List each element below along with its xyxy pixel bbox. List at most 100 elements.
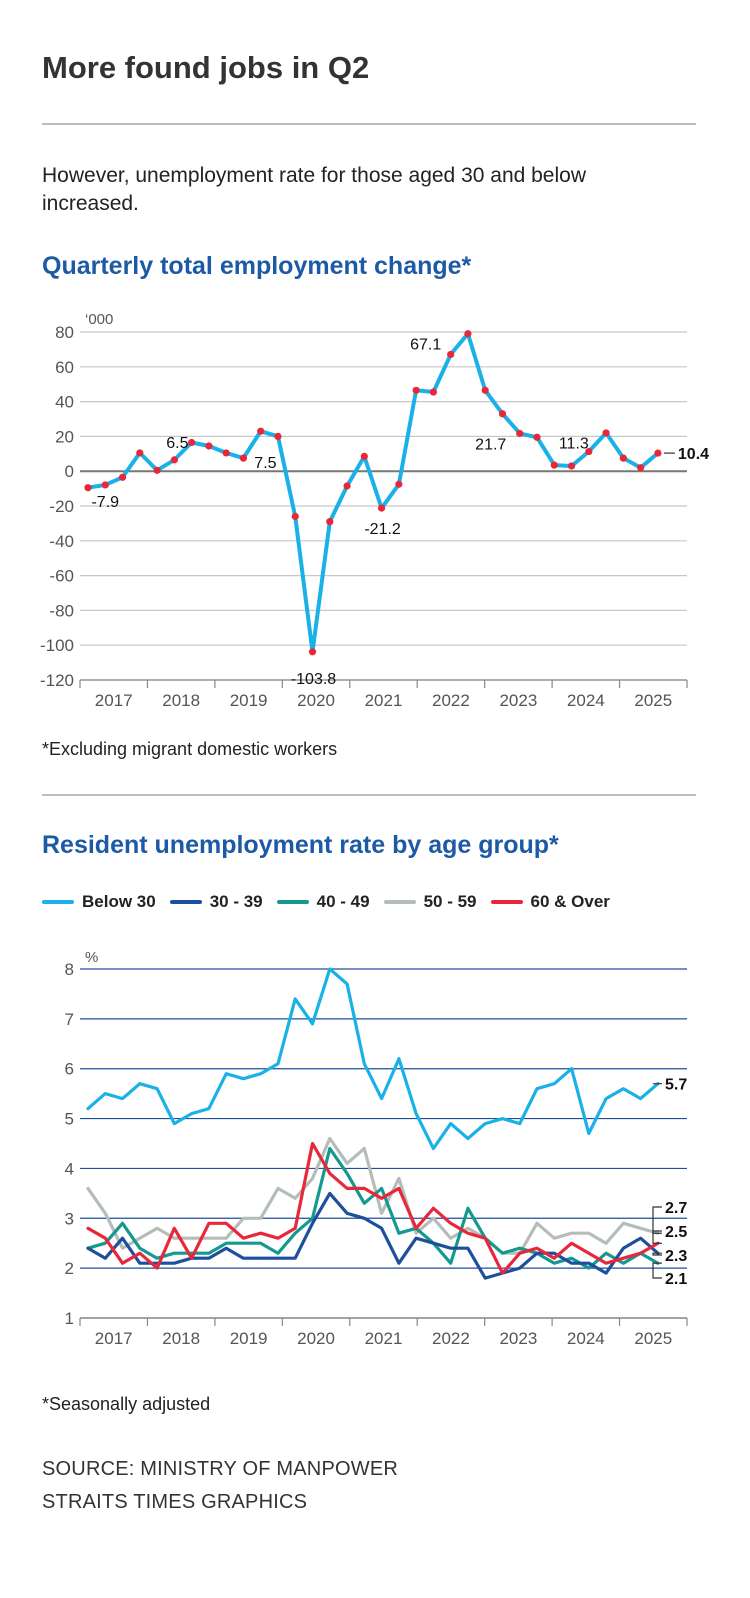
end-label: 2.5 <box>665 1224 687 1241</box>
data-point <box>533 433 541 441</box>
x-tick-label: 2022 <box>432 1329 470 1348</box>
data-point <box>412 386 420 394</box>
legend-swatch <box>276 900 309 904</box>
data-point <box>188 438 196 447</box>
legend-swatch <box>42 900 74 904</box>
end-label-leader <box>652 1262 662 1279</box>
data-point <box>326 518 334 526</box>
y-tick-label: 40 <box>55 393 74 412</box>
legend-item-50-59: 50 - 59 <box>383 892 477 912</box>
end-label: 2.7 <box>665 1200 687 1217</box>
data-label: 10.4 <box>678 446 709 463</box>
data-point <box>257 427 265 435</box>
data-point <box>619 454 627 462</box>
y-tick-label: 7 <box>65 1010 74 1029</box>
data-point <box>239 454 248 462</box>
section-divider <box>42 794 696 796</box>
legend-item-40-49: 40 - 49 <box>276 892 370 912</box>
40-49-line <box>86 1146 660 1270</box>
employment-chart-note: *Excluding migrant domestic workers <box>42 739 338 759</box>
legend-label: Below 30 <box>82 892 156 911</box>
y-tick-label: 1 <box>65 1309 74 1328</box>
data-point <box>308 648 317 656</box>
x-tick-label: 2019 <box>230 691 268 710</box>
y-tick-label: 3 <box>65 1209 74 1228</box>
x-tick-label: 2020 <box>297 691 335 710</box>
y-tick-label: -20 <box>49 497 74 516</box>
y-tick-label: 6 <box>65 1060 74 1079</box>
data-point <box>395 480 403 488</box>
data-label: 6.5 <box>166 435 188 452</box>
x-tick-label: 2020 <box>297 1329 335 1348</box>
legend-item-60-over: 60 & Over <box>490 892 610 912</box>
legend-item-30-39: 30 - 39 <box>169 892 263 912</box>
x-tick-label: 2023 <box>499 691 537 710</box>
employment-chart-title: Quarterly total employment change* <box>42 252 472 280</box>
end-label-leader <box>652 1230 662 1244</box>
data-point <box>637 464 645 472</box>
x-tick-label: 2018 <box>162 1329 200 1348</box>
y-tick-label: -40 <box>49 532 74 551</box>
subtitle: However, unemployment rate for those age… <box>42 164 587 215</box>
y-tick-label: 0 <box>65 462 74 481</box>
credit-line: STRAITS TIMES GRAPHICS <box>42 1491 308 1513</box>
x-tick-label: 2019 <box>230 1329 268 1348</box>
legend-swatch <box>490 900 523 904</box>
data-point <box>585 447 593 456</box>
y-tick-label: -100 <box>40 636 74 655</box>
data-point <box>153 466 161 474</box>
unemployment-chart-title: Resident unemployment rate by age group* <box>42 831 559 859</box>
y-tick-label: 80 <box>55 323 74 342</box>
x-tick-label: 2017 <box>95 1329 133 1348</box>
data-label: -7.9 <box>91 494 119 511</box>
x-tick-label: 2024 <box>567 691 605 710</box>
x-tick-label: 2025 <box>634 691 672 710</box>
x-tick-label: 2023 <box>499 1329 537 1348</box>
legend-swatch <box>169 900 202 904</box>
data-point <box>567 462 576 470</box>
data-point <box>447 350 455 359</box>
employment-change-line <box>86 331 660 654</box>
y-tick-label: -60 <box>49 567 74 586</box>
unemployment-chart: 8 7 6 5 4 3 2 1% 2017 2018 2019 2020 2021 2022 2023 202… <box>65 949 688 1348</box>
data-point <box>550 461 558 469</box>
50-59-line <box>86 1136 660 1255</box>
page-title: More found jobs in Q2 <box>42 50 370 85</box>
data-point <box>343 482 351 490</box>
y-tick-label: -120 <box>40 671 74 690</box>
data-label: 21.7 <box>475 436 506 453</box>
employment-chart: 80 60 40 20 0 -20 -40 -60 -80 -100 -120 ‘000 2017 201… <box>40 311 709 710</box>
end-label: 2.3 <box>665 1248 687 1265</box>
x-tick-label: 2018 <box>162 691 200 710</box>
end-label-leader <box>652 1252 662 1256</box>
data-label: 67.1 <box>410 336 441 353</box>
data-label: 11.3 <box>559 436 589 453</box>
data-point <box>498 410 507 418</box>
data-point <box>516 429 524 438</box>
end-label: 5.7 <box>665 1077 687 1094</box>
data-point <box>222 449 230 457</box>
y-tick-label: 8 <box>65 960 74 979</box>
x-tick-label: 2022 <box>432 691 470 710</box>
y-tick-label: 5 <box>65 1110 74 1129</box>
data-point <box>291 512 299 521</box>
end-label-leader <box>652 1206 662 1234</box>
legend-label: 50 - 59 <box>423 892 477 911</box>
data-point <box>429 388 437 396</box>
below-30-line <box>86 967 660 1151</box>
data-label: 7.5 <box>254 455 276 472</box>
title-divider <box>42 123 696 125</box>
data-point <box>84 484 92 492</box>
x-tick-label: 2025 <box>634 1329 672 1348</box>
data-point <box>654 449 662 457</box>
y-tick-label: 2 <box>65 1259 74 1278</box>
y-unit-label: ‘000 <box>85 311 113 328</box>
data-point <box>481 386 489 394</box>
data-label: -103.8 <box>291 671 336 688</box>
60-over-line <box>86 1141 660 1275</box>
legend-label: 40 - 49 <box>316 892 370 911</box>
x-tick-label: 2021 <box>365 1329 403 1348</box>
source-line: SOURCE: MINISTRY OF MANPOWER <box>42 1458 399 1480</box>
y-tick-label: 4 <box>65 1159 74 1178</box>
data-point <box>464 330 472 338</box>
